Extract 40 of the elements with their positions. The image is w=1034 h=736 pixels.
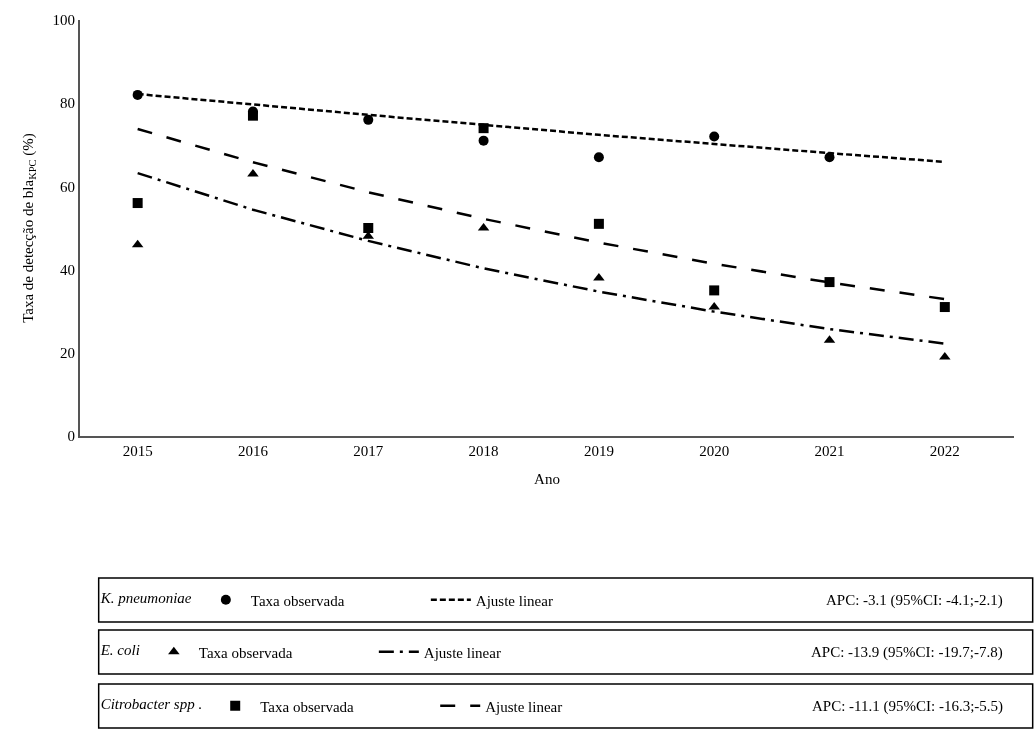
point — [709, 285, 720, 296]
x-tick-label: 2017 — [353, 443, 384, 459]
point — [593, 218, 604, 229]
point — [478, 135, 489, 146]
y-tick-label: 0 — [67, 428, 75, 445]
y-tick-label: 40 — [60, 261, 75, 278]
point — [824, 277, 835, 288]
y-tick-label: 100 — [52, 12, 75, 29]
y-tick-label: 60 — [60, 178, 75, 195]
y-tick-label: 20 — [60, 345, 75, 362]
legend-label: Ajuste linear — [475, 592, 553, 609]
point — [478, 123, 489, 134]
text: E. coli — [99, 642, 140, 658]
legend-label: Ajuste linear — [423, 644, 501, 661]
point — [363, 114, 374, 125]
x-tick-label: 2016 — [237, 443, 269, 459]
legend-label: Taxa observada — [260, 698, 355, 715]
point — [247, 110, 258, 121]
x-tick-label: 2020 — [699, 443, 730, 459]
point — [709, 131, 720, 142]
text: APC: -11.1 (95%CI: -16.3;-5.5) — [812, 698, 1004, 715]
x-tick-label: 2019 — [583, 443, 614, 459]
x-axis-title: Ano — [534, 470, 560, 487]
point — [593, 152, 604, 163]
x-tick-label: 2021 — [814, 443, 845, 459]
point — [363, 223, 374, 233]
y-tick-label: 80 — [60, 95, 75, 112]
text: Citrobacter spp . — [100, 696, 203, 712]
point — [939, 302, 950, 313]
x-tick-label: 2018 — [468, 443, 499, 459]
legend-label: Ajuste linear — [485, 698, 563, 715]
text: APC: -3.1 (95%CI: -4.1;-2.1) — [826, 592, 1003, 609]
text: K. pneumoniae — [99, 590, 192, 606]
x-tick-label: 2015 — [122, 443, 153, 459]
legend-label: Taxa observada — [198, 644, 293, 661]
text: APC: -13.9 (95%CI: -19.7;-7.8) — [811, 644, 1003, 661]
line-series — [136, 127, 947, 301]
legend-label: Taxa observada — [250, 592, 345, 609]
point — [132, 198, 143, 209]
x-tick-label: 2022 — [929, 443, 960, 459]
